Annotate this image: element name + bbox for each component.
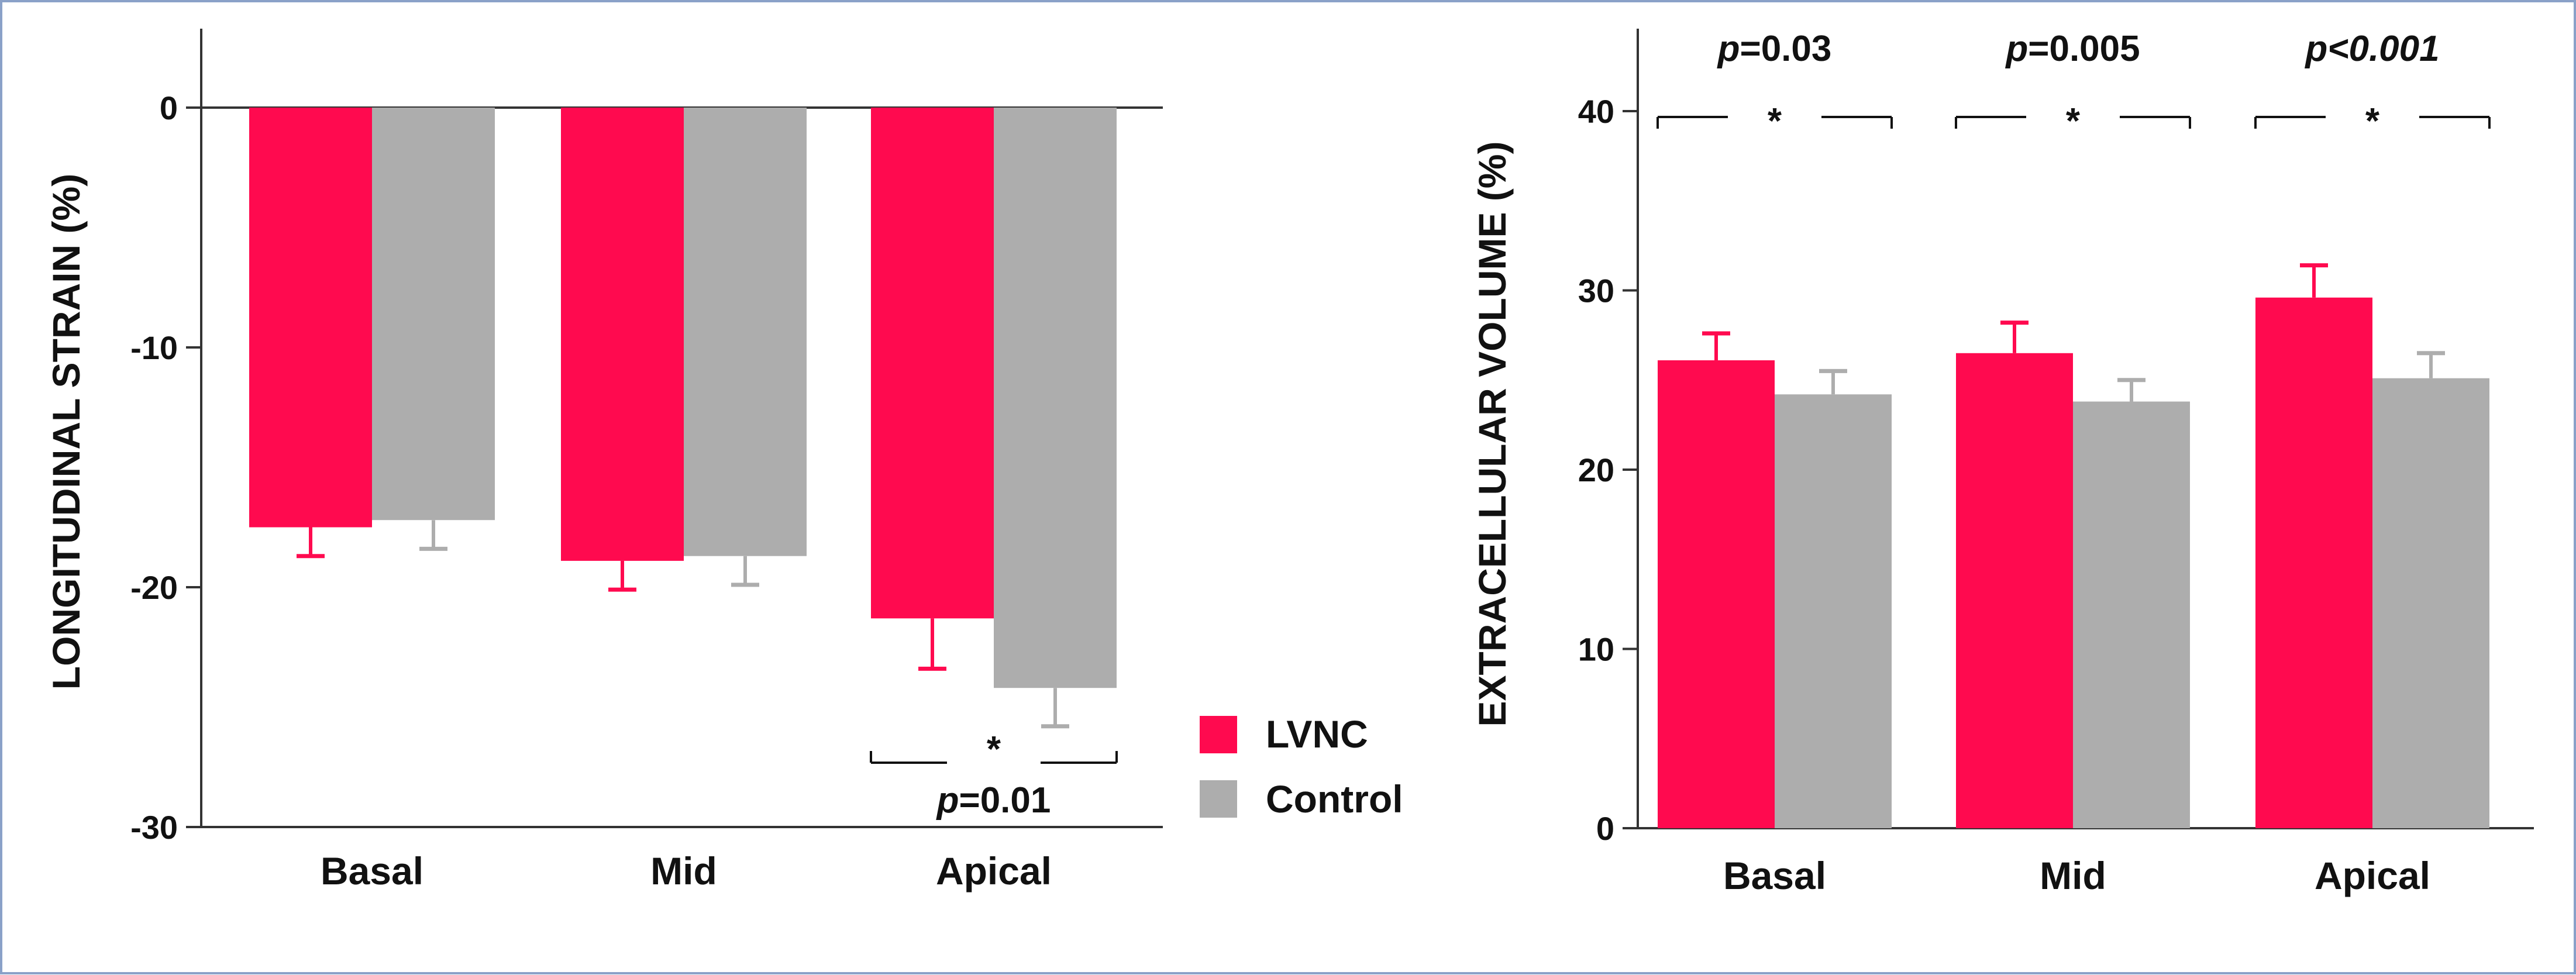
ecv-bar-lvnc-apical (2255, 297, 2372, 828)
strain-error-control-mid (731, 556, 759, 587)
strain-chart: LONGITUDINAL STRAIN (%) 0 -10 -20 -30 Basal… (44, 29, 1163, 893)
strain-x-label-mid: Mid (650, 849, 717, 893)
ecv-x-label-mid: Mid (2040, 854, 2106, 897)
strain-significance: * p=0.01 (870, 729, 1118, 821)
strain-y-axis-label: LONGITUDINAL STRAIN (%) (44, 174, 88, 690)
ecv-bar-control-apical (2372, 378, 2489, 828)
ecv-error-control-mid (2117, 378, 2145, 402)
ecv-y-tick-label: 10 (1578, 631, 1614, 668)
strain-bar-control-apical (994, 108, 1117, 688)
strain-y-tick-label: -10 (130, 329, 178, 366)
p-value-label: p<0.001 (2304, 29, 2439, 69)
strain-y-ticks: 0 -10 -20 -30 (130, 89, 201, 846)
ecv-error-control-basal (1819, 368, 1847, 395)
significance-star: * (2066, 101, 2081, 142)
p-symbol: p (2005, 29, 2028, 69)
ecv-error-lvnc-basal (1702, 331, 1730, 361)
strain-bar-lvnc-mid (561, 108, 684, 561)
strain-error-lvnc-mid (608, 560, 636, 592)
legend-label-lvnc: LVNC (1266, 712, 1368, 756)
strain-x-label-apical: Apical (936, 849, 1052, 893)
ecv-error-lvnc-mid (2000, 321, 2029, 353)
p-symbol: p (936, 780, 959, 821)
strain-x-categories: Basal Mid Apical (321, 849, 1052, 893)
p-value: <0.001 (2327, 29, 2439, 69)
ecv-error-control-apical (2417, 351, 2445, 378)
strain-bar-lvnc-apical (871, 108, 994, 619)
strain-y-tick-label: -20 (130, 569, 178, 606)
strain-error-bars (297, 520, 1069, 729)
ecv-bar-lvnc-mid (1956, 353, 2073, 828)
strain-error-lvnc-basal (297, 527, 325, 559)
strain-error-control-apical (1041, 688, 1069, 729)
strain-bar-control-basal (372, 108, 495, 521)
p-symbol: p (2304, 29, 2327, 69)
strain-bar-lvnc-basal (249, 108, 372, 528)
strain-significance-apical: * p=0.01 (870, 729, 1118, 821)
ecv-error-bars (1702, 263, 2445, 402)
ecv-bar-control-basal (1775, 394, 1892, 828)
ecv-y-axis-label: EXTRACELLULAR VOLUME (%) (1470, 142, 1514, 727)
ecv-x-label-basal: Basal (1723, 854, 1826, 897)
ecv-bars (1658, 297, 2489, 828)
ecv-significance-basal: * p=0.03 (1657, 29, 1893, 142)
ecv-bar-lvnc-basal (1658, 360, 1775, 828)
strain-y-tick-label: 0 (160, 89, 178, 126)
significance-star: * (1768, 101, 1782, 142)
strain-bars (249, 108, 1117, 688)
strain-bar-control-mid (684, 108, 807, 556)
ecv-y-tick-label: 30 (1578, 273, 1614, 309)
p-value: =0.03 (1740, 29, 1831, 69)
ecv-x-label-apical: Apical (2315, 854, 2430, 897)
significance-star: * (987, 729, 1001, 770)
strain-y-tick-label: -30 (130, 809, 178, 846)
legend-label-control: Control (1266, 777, 1403, 821)
ecv-significance: *p=0.03*p=0.005*p<0.001 (1657, 29, 2491, 142)
strain-error-control-basal (419, 520, 447, 551)
ecv-bar-control-mid (2073, 401, 2190, 828)
significance-star: * (2365, 101, 2380, 142)
strain-x-label-basal: Basal (321, 849, 423, 893)
p-value: =0.01 (959, 780, 1051, 821)
ecv-y-tick-label: 20 (1578, 452, 1614, 488)
p-value: =0.005 (2028, 29, 2140, 69)
p-value-label: p=0.03 (1717, 29, 1832, 69)
legend-swatch-control (1200, 780, 1237, 818)
ecv-chart: EXTRACELLULAR VOLUME (%) 0 10 20 30 40 Basal… (1470, 29, 2534, 897)
legend-swatch-lvnc (1200, 716, 1237, 753)
ecv-y-tick-label: 40 (1578, 93, 1614, 130)
ecv-y-tick-label: 0 (1596, 810, 1614, 847)
strain-error-lvnc-apical (918, 618, 946, 671)
p-symbol: p (1717, 29, 1740, 69)
ecv-error-lvnc-apical (2300, 263, 2328, 298)
ecv-y-ticks: 0 10 20 30 40 (1578, 93, 1638, 847)
ecv-significance-apical: * p<0.001 (2254, 29, 2491, 142)
legend: LVNC Control (1200, 712, 1403, 821)
ecv-x-categories: Basal Mid Apical (1723, 854, 2430, 897)
p-value-label: p=0.01 (936, 780, 1051, 821)
ecv-significance-mid: * p=0.005 (1955, 29, 2191, 142)
p-value-label: p=0.005 (2005, 29, 2140, 69)
